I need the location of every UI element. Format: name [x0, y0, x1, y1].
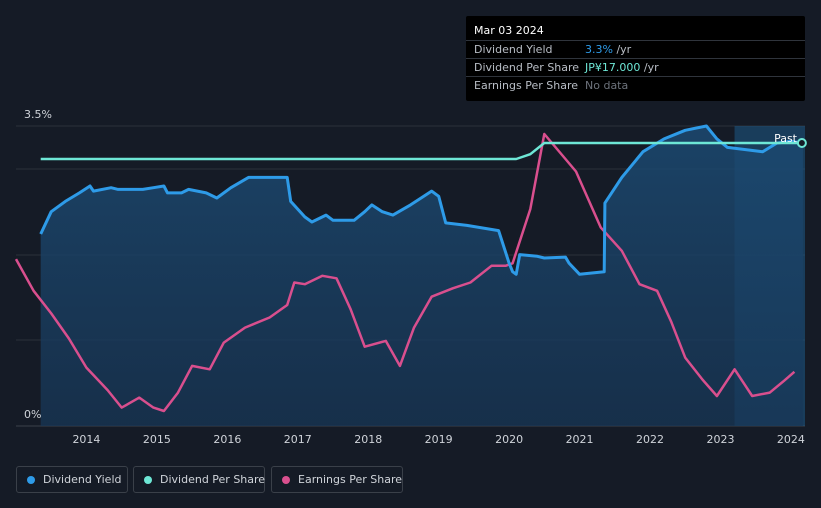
past-label: Past — [774, 132, 798, 145]
x-tick-label: 2020 — [495, 433, 523, 446]
dividend-yield-line — [39, 124, 804, 276]
y-tick-label: 3.5% — [24, 108, 52, 121]
x-tick-label: 2018 — [354, 433, 382, 446]
y-tick-label: 0% — [24, 408, 41, 421]
tooltip-unit: /yr — [612, 43, 632, 56]
tooltip-label: Earnings Per Share — [474, 79, 579, 92]
dividend-per-share-line — [40, 141, 803, 161]
x-tick-label: 2023 — [706, 433, 734, 446]
dividend-yield-area — [40, 126, 803, 426]
legend-dot-icon — [282, 476, 290, 484]
x-tick-label: 2016 — [213, 433, 241, 446]
legend-dividend-per-share[interactable]: Dividend Per Share — [133, 466, 265, 493]
tooltip-number: JP¥17.000 — [585, 61, 641, 74]
legend-dot-icon — [144, 476, 152, 484]
tooltip-value: 3.3% /yr — [585, 43, 631, 56]
tooltip-label: Dividend Per Share — [474, 61, 580, 74]
earnings-per-share-line — [14, 132, 796, 413]
x-tick-label: 2024 — [777, 433, 805, 446]
legend-label: Earnings Per Share — [298, 473, 403, 486]
legend-label: Dividend Yield — [43, 473, 122, 486]
tooltip-row-dividend-yield: Dividend Yield 3.3% /yr — [466, 40, 805, 58]
x-tick-label: 2015 — [143, 433, 171, 446]
tooltip-number: 3.3% — [585, 43, 613, 56]
dividend-per-share-marker — [796, 138, 807, 148]
y-axis-labels: 3.5% 0% — [24, 108, 52, 421]
x-tick-label: 2014 — [72, 433, 100, 446]
legend-dividend-yield[interactable]: Dividend Yield — [16, 466, 128, 493]
tooltip-panel: Mar 03 2024 Dividend Yield 3.3% /yr Divi… — [466, 16, 805, 101]
x-tick-label: 2017 — [284, 433, 312, 446]
tooltip-value: No data — [585, 79, 628, 92]
x-tick-label: 2022 — [636, 433, 664, 446]
x-axis-labels: 2014 2015 2016 2017 2018 2019 2020 2021 2022 2023… — [72, 433, 804, 446]
legend-earnings-per-share[interactable]: Earnings Per Share — [271, 466, 403, 493]
tooltip-row-earnings-per-share: Earnings Per Share No data — [466, 76, 805, 94]
tooltip-label: Dividend Yield — [474, 43, 553, 56]
tooltip-number: No data — [585, 79, 629, 92]
x-tick-label: 2019 — [425, 433, 453, 446]
tooltip-value: JP¥17.000 /yr — [585, 61, 659, 74]
x-tick-label: 2021 — [566, 433, 594, 446]
legend-dot-icon — [27, 476, 35, 484]
tooltip-unit: /yr — [640, 61, 659, 74]
legend-label: Dividend Per Share — [160, 473, 266, 486]
tooltip-date: Mar 03 2024 — [474, 24, 544, 37]
tooltip-row-dividend-per-share: Dividend Per Share JP¥17.000 /yr — [466, 58, 805, 76]
